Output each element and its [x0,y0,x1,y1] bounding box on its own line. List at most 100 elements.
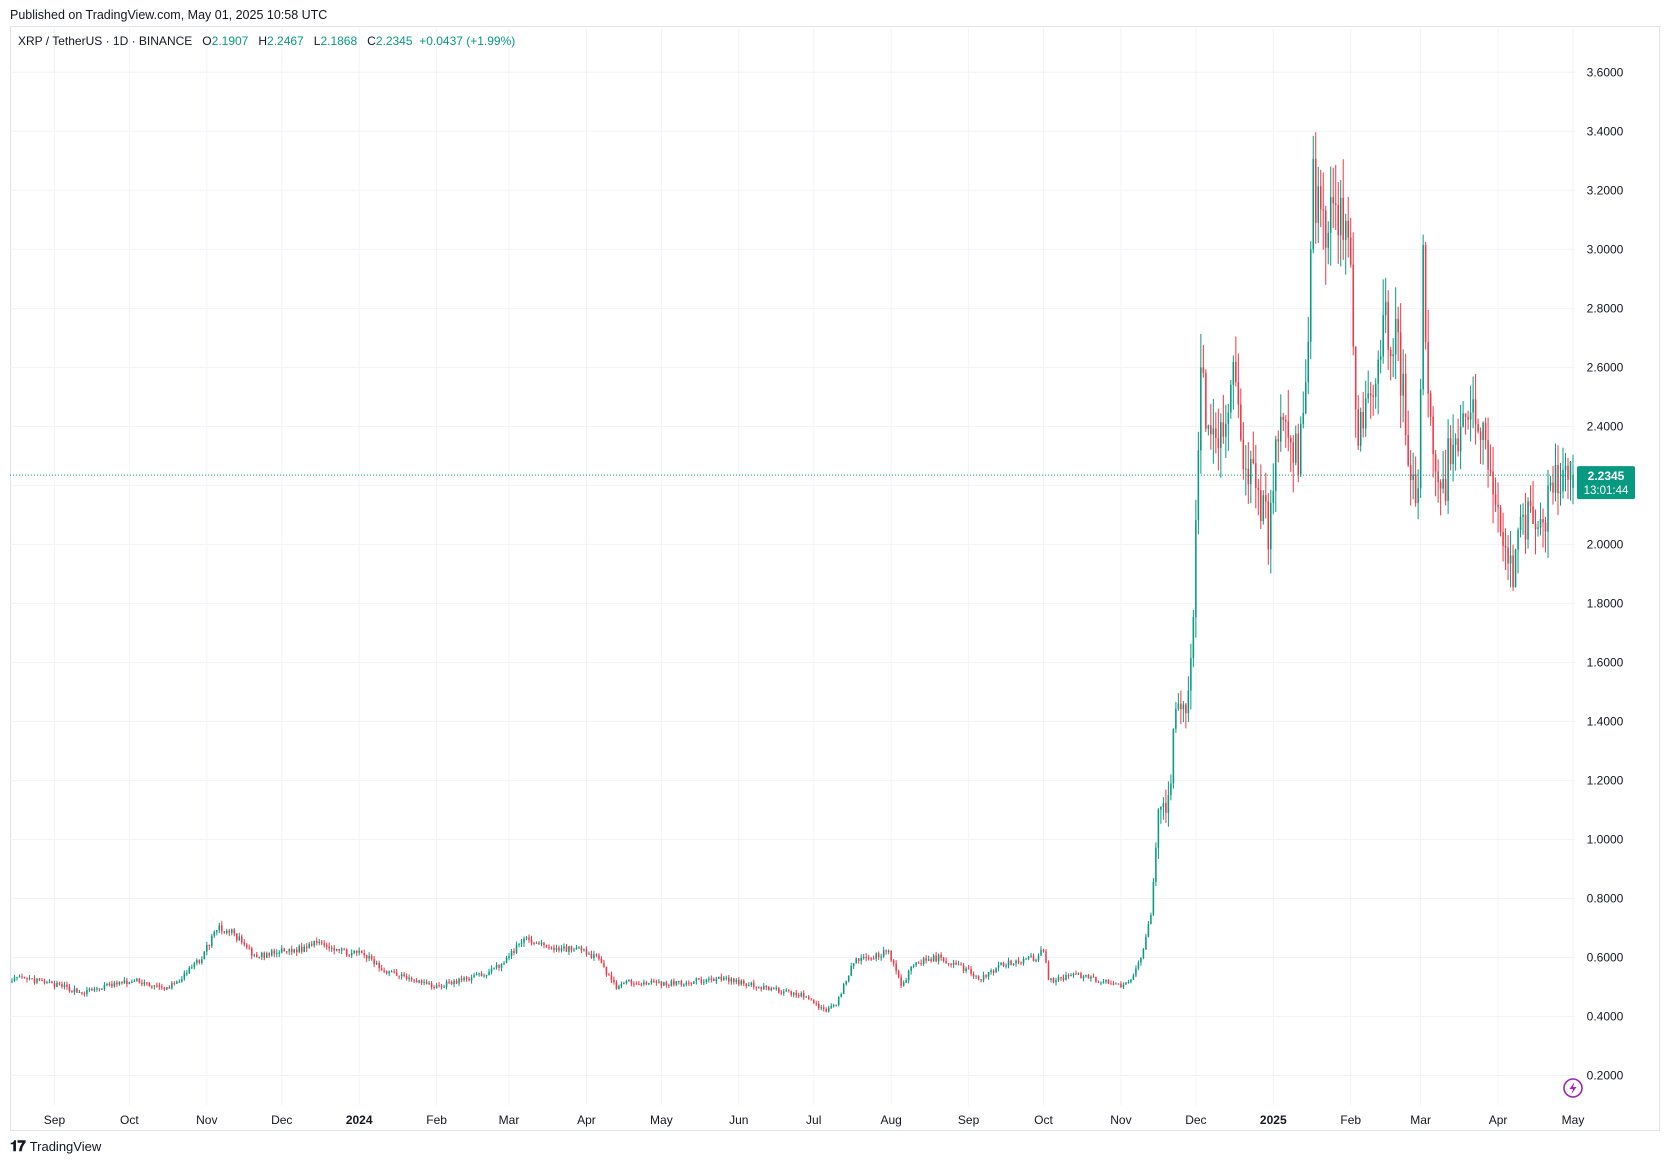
candle-body [355,950,358,953]
candle-body [578,947,580,949]
candle-body [268,953,271,956]
candle-body [1522,514,1524,517]
candle-body [825,1008,827,1012]
candle-body [1352,264,1354,347]
candle-body [548,947,550,949]
candle-body [470,977,473,981]
candle-body [1477,424,1479,432]
candle-body [420,980,423,983]
candle-body [68,986,71,991]
candle-body [178,981,181,983]
candle-body [1554,464,1557,493]
candle-body [540,942,543,945]
candle-body [1277,439,1280,442]
candle-body [1552,482,1554,493]
candle-body [503,962,505,964]
candle-body [875,953,877,959]
time-tick-label: Dec [1185,1113,1206,1127]
candle-body [1542,519,1544,523]
candle-body [695,978,698,982]
chart-pane[interactable] [10,26,1660,1131]
candle-body [383,970,385,972]
candle-body [867,957,870,959]
candle-body [1489,469,1492,472]
symbol-title[interactable]: XRP / TetherUS · 1D · BINANCE [18,34,193,48]
candle-body [405,976,408,980]
candle-body [917,962,920,964]
candle-body [887,950,890,952]
candle-body [1404,373,1407,436]
candle-body [1442,478,1444,489]
candle-body [83,993,86,995]
candle-body [1367,393,1369,399]
candle-body [905,980,907,983]
candle-body [1270,502,1272,550]
candle-body [223,931,226,933]
candle-body [1327,232,1330,248]
candle-body [1007,960,1010,966]
candle-body [58,982,61,984]
candle-body [88,988,91,990]
candle-body [580,947,583,951]
candle-body [328,946,330,949]
candle-body [1135,968,1137,976]
candle-body [950,963,952,965]
candle-body [283,948,286,952]
candle-body [1067,975,1070,977]
candle-body [1092,976,1095,978]
lightning-icon[interactable] [1563,1078,1583,1098]
candle-body [1245,468,1247,470]
candle-body [216,930,218,932]
candle-body [458,978,460,984]
candle-body [563,946,565,949]
candle-body [1494,494,1497,505]
candle-body [1107,979,1110,984]
candle-body [1387,301,1389,350]
low-value: 2.1868 [320,34,358,48]
candle-body [163,987,166,990]
candle-body [450,982,453,984]
candle-body [1177,703,1180,709]
candle-body [368,956,370,959]
candle-body [73,988,76,993]
candle-body [523,938,525,943]
candle-body [1402,373,1404,396]
candle-body [370,956,373,960]
candle-body [221,925,223,932]
candle-body [1262,495,1265,522]
candle-body [685,982,688,985]
candle-body [388,971,390,974]
price-tick-label: 0.4000 [1587,1009,1624,1023]
candle-body [1432,416,1434,455]
open-value: 2.1907 [211,34,249,48]
candle-body [151,986,153,988]
candle-body [1027,956,1030,959]
candle-body [1374,383,1377,397]
candle-body [305,946,308,949]
candle-body [308,943,310,949]
candle-body [1207,425,1210,429]
footer-brand[interactable]: 𝟏𝟕 TradingView [10,1138,101,1155]
candle-body [143,982,146,985]
candle-body [1185,704,1187,714]
candle-body [708,978,710,980]
candle-body [241,936,243,943]
candle-body [790,990,793,995]
candle-body [1217,437,1220,448]
candle-body [1399,332,1402,396]
candle-body [1344,220,1347,240]
candle-body [605,966,608,975]
candle-body [56,982,58,987]
price-tick-label: 2.8000 [1587,301,1624,315]
candle-body [303,946,305,952]
candle-body [760,987,763,990]
candle-body [1322,209,1325,211]
candle-body [1052,978,1055,983]
candle-body [862,957,865,959]
candle-body [106,984,108,986]
candle-body [505,957,508,963]
candle-body [473,974,475,978]
candle-body [333,947,335,951]
candle-body [1045,951,1047,963]
